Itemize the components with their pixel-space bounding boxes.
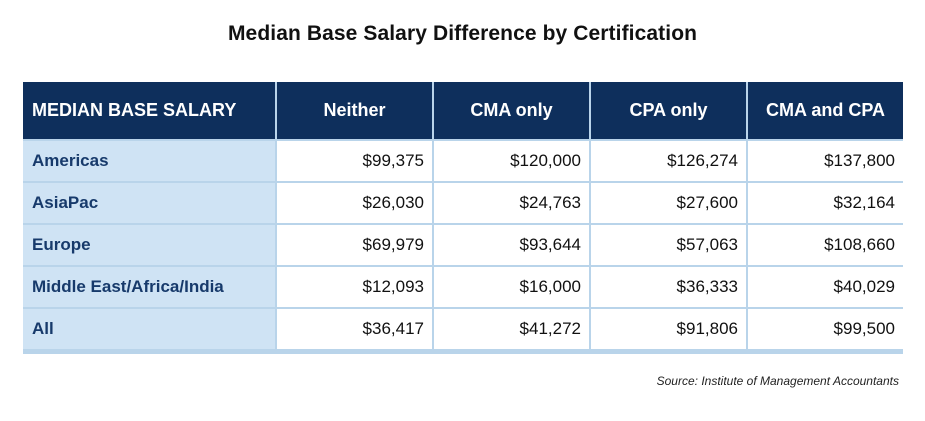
table-body: Americas $99,375 $120,000 $126,274 $137,… [23,139,903,354]
table-row: Europe $69,979 $93,644 $57,063 $108,660 [23,223,903,266]
header-row: MEDIAN BASE SALARY Neither CMA only CPA … [23,82,903,140]
row-label-europe: Europe [23,223,276,266]
table-cell: $120,000 [432,139,590,182]
table-cell: $36,333 [589,265,747,308]
table-cell: $27,600 [589,181,747,224]
table-cell: $24,763 [432,181,590,224]
table-cell: $126,274 [589,139,747,182]
table-row: Americas $99,375 $120,000 $126,274 $137,… [23,139,903,182]
table-cell: $36,417 [275,307,433,354]
column-header-cpa-only: CPA only [589,82,747,140]
table-cell: $16,000 [432,265,590,308]
table-row: Middle East/Africa/India $12,093 $16,000… [23,265,903,308]
row-label-all: All [23,307,276,354]
table-cell: $99,500 [746,307,903,354]
table-cell: $108,660 [746,223,903,266]
table-cell: $99,375 [275,139,433,182]
column-header-cma-only: CMA only [432,82,590,140]
table-cell: $93,644 [432,223,590,266]
table-cell: $137,800 [746,139,903,182]
column-header-region: MEDIAN BASE SALARY [23,82,276,140]
table-cell: $91,806 [589,307,747,354]
chart-title: Median Base Salary Difference by Certifi… [227,22,698,45]
table-row: AsiaPac $26,030 $24,763 $27,600 $32,164 [23,181,903,224]
table-cell: $40,029 [746,265,903,308]
row-label-middle-east-africa-india: Middle East/Africa/India [23,265,276,308]
table-cell: $32,164 [746,181,903,224]
table-cell: $69,979 [275,223,433,266]
table-row: All $36,417 $41,272 $91,806 $99,500 [23,307,903,354]
row-label-asiapac: AsiaPac [23,181,276,224]
salary-table: MEDIAN BASE SALARY Neither CMA only CPA … [23,82,903,354]
source-note: Source: Institute of Management Accounta… [656,374,899,388]
column-header-neither: Neither [275,82,433,140]
table-header: MEDIAN BASE SALARY Neither CMA only CPA … [23,82,903,140]
row-label-americas: Americas [23,139,276,182]
table-cell: $57,063 [589,223,747,266]
table-cell: $41,272 [432,307,590,354]
table-cell: $26,030 [275,181,433,224]
column-header-cma-and-cpa: CMA and CPA [746,82,903,140]
table-cell: $12,093 [275,265,433,308]
